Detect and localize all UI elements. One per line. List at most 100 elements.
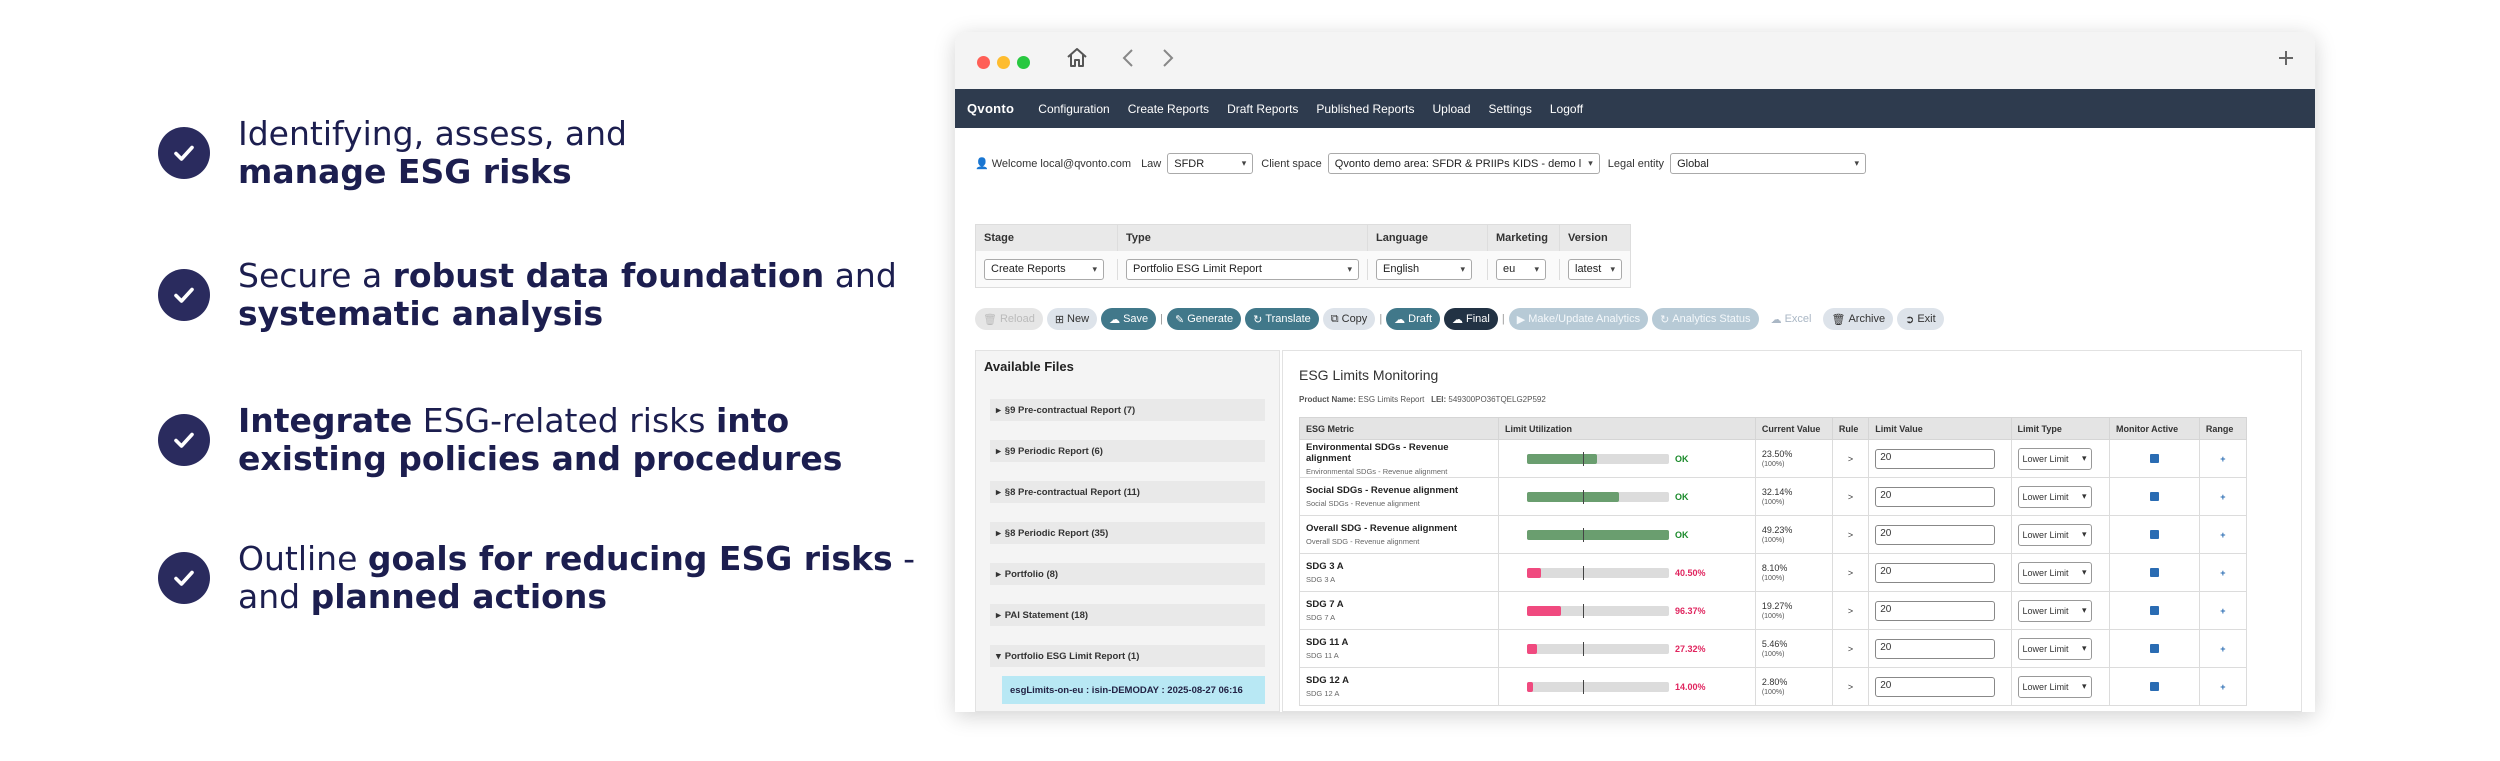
archive-button[interactable]: 🗑 Archive xyxy=(1823,308,1894,330)
limit-type-select[interactable]: Lower Limit ▾ xyxy=(2017,447,2092,470)
file-group-item[interactable]: ▸ PAI Statement (18) xyxy=(990,604,1265,626)
limit-value-input[interactable]: 20 xyxy=(1875,638,1996,659)
monitor-active-checkbox[interactable] xyxy=(2149,644,2159,653)
copy-button[interactable]: ⧉ Copy xyxy=(1322,308,1376,330)
lei-value: 549300PO36TQELG2P592 xyxy=(1448,395,1546,404)
nav-create-reports[interactable]: Create Reports xyxy=(1127,101,1210,116)
chevron-left-icon[interactable] xyxy=(1120,47,1136,76)
file-group-label: §9 Periodic Report (6) xyxy=(1004,445,1103,457)
limit-type-select[interactable]: Lower Limit ▾ xyxy=(2017,485,2092,508)
limit-type-select[interactable]: Lower Limit ▾ xyxy=(2017,599,2092,622)
metric-subtitle: Environmental SDGs - Revenue alignment xyxy=(1306,466,1448,476)
limit-type-select[interactable]: Lower Limit ▾ xyxy=(2017,523,2092,546)
limit-type-cell: Lower Limit ▾ xyxy=(2010,439,2110,478)
metric-name: Overall SDG - Revenue alignment xyxy=(1306,523,1457,534)
monitor-active-checkbox[interactable] xyxy=(2149,530,2159,539)
plus-icon[interactable] xyxy=(2277,47,2295,76)
add-range-icon[interactable]: + xyxy=(2220,681,2226,692)
make-update-analytics-button[interactable]: ▶ Make/Update Analytics xyxy=(1508,308,1649,330)
chevron-right-icon[interactable] xyxy=(1160,47,1176,76)
exit-button[interactable]: ➲ Exit xyxy=(1897,308,1944,330)
add-range-icon[interactable]: + xyxy=(2220,453,2226,464)
limit-value-input[interactable]: 20 xyxy=(1875,676,1996,697)
nav-upload[interactable]: Upload xyxy=(1432,101,1471,116)
minimize-window-icon[interactable] xyxy=(997,56,1010,69)
range-cell: + xyxy=(2198,477,2248,516)
chevron-down-icon: ▾ xyxy=(1347,263,1352,274)
file-group-label: §9 Pre-contractual Report (7) xyxy=(1004,404,1136,416)
limit-type-select[interactable]: Lower Limit ▾ xyxy=(2017,675,2092,698)
add-range-icon[interactable]: + xyxy=(2220,529,2226,540)
metric-name: SDG 7 A xyxy=(1306,599,1344,610)
nav-draft-reports[interactable]: Draft Reports xyxy=(1227,101,1299,116)
client-select[interactable]: Qvonto demo area: SFDR & PRIIPs KIDS - d… xyxy=(1327,153,1600,174)
file-group-item[interactable]: ▾ Portfolio ESG Limit Report (1) xyxy=(990,645,1265,667)
save-button[interactable]: ☁ Save xyxy=(1101,308,1157,330)
type-select[interactable]: Portfolio ESG Limit Report ▾ xyxy=(1126,258,1359,280)
home-icon[interactable] xyxy=(1065,46,1089,77)
nav-logoff[interactable]: Logoff xyxy=(1549,101,1584,116)
reload-button[interactable]: 🗑 Reload xyxy=(975,308,1043,330)
language-select[interactable]: English ▾ xyxy=(1376,258,1472,280)
monitor-active-checkbox[interactable] xyxy=(2149,454,2159,463)
file-group-item[interactable]: ▸ §9 Periodic Report (6) xyxy=(990,440,1265,462)
feature-bold-text: goals for reducing ESG risks xyxy=(367,539,893,578)
selected-file-item[interactable]: esgLimits-on-eu : isin-DEMODAY : 2025-08… xyxy=(1002,676,1265,704)
final-button[interactable]: ☁ Final xyxy=(1444,308,1498,330)
product-meta: Product Name: ESG Limits Report LEI: 549… xyxy=(1299,395,1546,404)
file-group-item[interactable]: ▸ §8 Pre-contractual Report (11) xyxy=(990,481,1265,503)
limit-value-input[interactable]: 20 xyxy=(1875,562,1996,583)
utilization-bar xyxy=(1527,565,1670,580)
monitor-active-checkbox[interactable] xyxy=(2149,606,2159,615)
version-select[interactable]: latest ▾ xyxy=(1568,258,1622,280)
analytics-status-button[interactable]: ↻ Analytics Status xyxy=(1652,308,1759,330)
nav-configuration[interactable]: Configuration xyxy=(1038,101,1110,116)
metric-name: Environmental SDGs - Revenue alignment xyxy=(1306,441,1449,464)
limit-type-cell: Lower Limit ▾ xyxy=(2010,629,2110,668)
add-range-icon[interactable]: + xyxy=(2220,643,2226,654)
add-range-icon[interactable]: + xyxy=(2220,567,2226,578)
maximize-window-icon[interactable] xyxy=(1017,56,1030,69)
file-group-item[interactable]: ▸ §8 Periodic Report (35) xyxy=(990,522,1265,544)
welcome-text: Welcome local@qvonto.com xyxy=(991,157,1132,170)
file-group-item[interactable]: ▸ Portfolio (8) xyxy=(990,563,1265,585)
file-group-item[interactable]: ▸ §9 Pre-contractual Report (7) xyxy=(990,399,1265,421)
translate-button[interactable]: ↻ Translate xyxy=(1245,308,1319,330)
nav-settings[interactable]: Settings xyxy=(1488,101,1532,116)
monitor-active-checkbox[interactable] xyxy=(2149,492,2159,501)
nav-published-reports[interactable]: Published Reports xyxy=(1316,101,1415,116)
limit-type-select[interactable]: Lower Limit ▾ xyxy=(2017,561,2092,584)
limit-value-input[interactable]: 20 xyxy=(1875,448,1996,469)
excel-button[interactable]: ☁ Excel xyxy=(1762,308,1820,330)
esg-limits-table: ESG Metric Limit Utilization Current Val… xyxy=(1298,417,2248,706)
metric-cell: SDG 11 A SDG 11 A xyxy=(1298,629,1500,668)
draft-button[interactable]: ☁ Draft xyxy=(1386,308,1441,330)
stage-select[interactable]: Create Reports ▾ xyxy=(984,258,1104,280)
current-value: 8.10% xyxy=(1761,563,1788,573)
brand-logo[interactable]: Qvonto xyxy=(967,101,1015,116)
entity-label: Legal entity xyxy=(1607,157,1665,170)
limit-type-select[interactable]: Lower Limit ▾ xyxy=(2017,637,2092,660)
marketing-select[interactable]: eu ▾ xyxy=(1496,258,1546,280)
add-range-icon[interactable]: + xyxy=(2220,491,2226,502)
reload-label: Reload xyxy=(999,313,1035,325)
close-window-icon[interactable] xyxy=(977,56,990,69)
limit-value-input[interactable]: 20 xyxy=(1875,486,1996,507)
monitor-active-checkbox[interactable] xyxy=(2149,682,2159,691)
new-button[interactable]: ⊞ New xyxy=(1046,308,1098,330)
metric-cell: SDG 3 A SDG 3 A xyxy=(1298,553,1500,592)
entity-select[interactable]: Global ▾ xyxy=(1670,153,1867,174)
limit-type-value: Lower Limit xyxy=(2022,681,2069,692)
limit-value-input[interactable]: 20 xyxy=(1875,524,1996,545)
utilization-bar xyxy=(1527,489,1670,504)
add-range-icon[interactable]: + xyxy=(2220,605,2226,616)
limit-value-input[interactable]: 20 xyxy=(1875,600,1996,621)
caret-down-icon: ▾ xyxy=(996,650,1001,662)
monitor-active-checkbox[interactable] xyxy=(2149,568,2159,577)
law-select[interactable]: SFDR ▾ xyxy=(1167,153,1254,174)
metric-cell: SDG 7 A SDG 7 A xyxy=(1298,591,1500,630)
chevron-down-icon: ▾ xyxy=(2082,567,2087,577)
utilization-bar xyxy=(1527,451,1670,466)
range-cell: + xyxy=(2198,591,2248,630)
generate-button[interactable]: ✎ Generate xyxy=(1167,308,1242,330)
